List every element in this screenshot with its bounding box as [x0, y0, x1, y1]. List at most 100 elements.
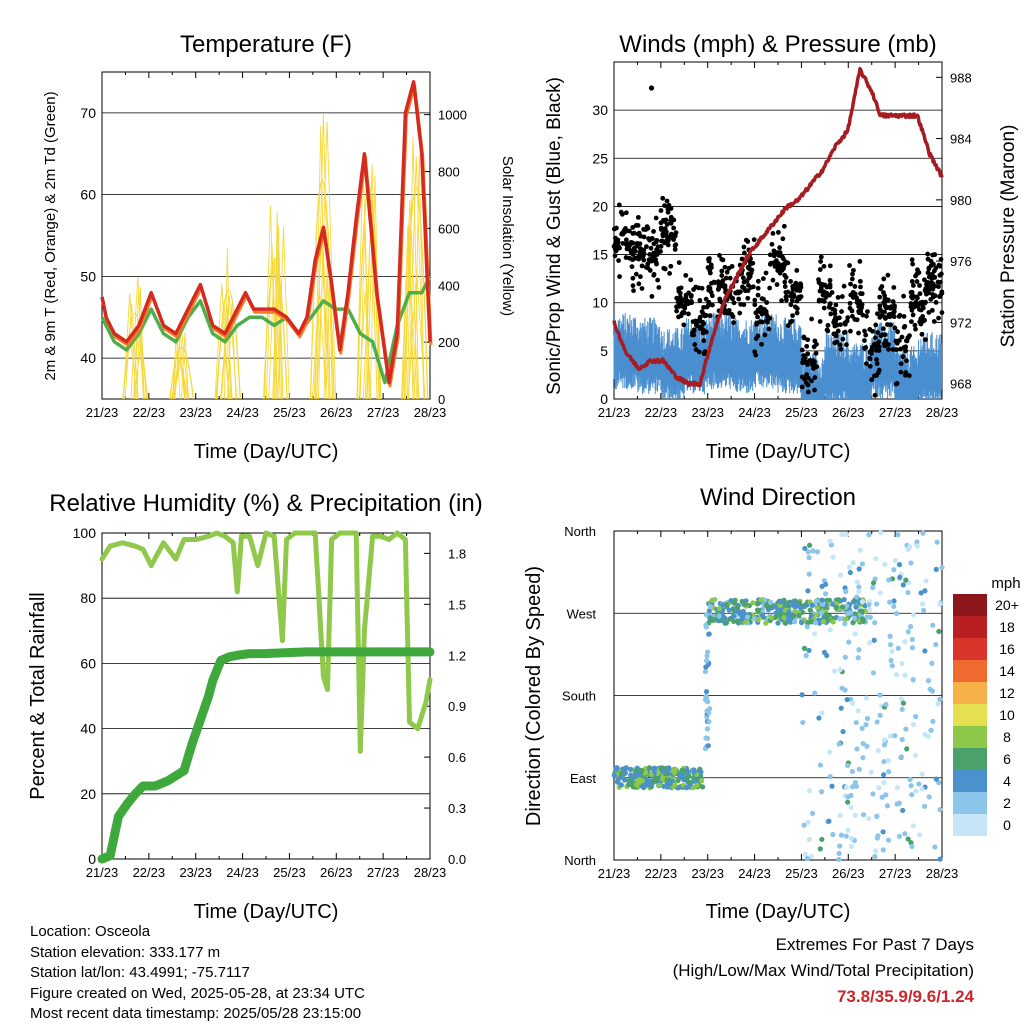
gust-point — [724, 269, 730, 275]
humidity-x-tick-label: 23/23 — [179, 865, 212, 880]
direction-point — [864, 743, 870, 749]
gust-point — [629, 264, 635, 270]
speed-legend-swatch — [953, 594, 987, 616]
gust-point — [691, 327, 697, 333]
direction-point — [759, 612, 766, 618]
gust-point — [753, 310, 759, 316]
direction-point — [872, 620, 878, 626]
direction-point — [721, 614, 727, 621]
gust-point — [788, 279, 794, 284]
direction-y-tick-label: East — [570, 771, 596, 786]
direction-point — [808, 853, 814, 860]
gust-point — [913, 301, 919, 307]
gust-point — [901, 293, 906, 299]
gust-point — [799, 347, 805, 353]
gust-point — [804, 372, 810, 377]
gust-point — [938, 271, 944, 277]
speed-legend-label: 12 — [999, 685, 1015, 701]
direction-point — [648, 771, 654, 778]
speed-legend-swatch — [953, 616, 987, 638]
direction-point — [864, 715, 871, 722]
direction-point — [848, 804, 854, 810]
gust-point — [904, 358, 909, 364]
direction-point — [880, 829, 886, 835]
speed-legend-swatch — [953, 748, 987, 770]
gust-point — [817, 267, 823, 272]
gust-point — [831, 319, 837, 325]
direction-point — [837, 843, 843, 849]
direction-point — [831, 668, 838, 674]
gust-point — [767, 285, 773, 291]
direction-point — [720, 602, 726, 608]
winds-y-right-tick-label: 984 — [950, 132, 972, 147]
direction-x-tick-label: 26/23 — [832, 866, 865, 881]
direction-point — [909, 792, 915, 798]
gust-point — [623, 226, 628, 231]
direction-point — [921, 607, 927, 613]
gust-point — [658, 208, 664, 213]
direction-point — [687, 779, 693, 785]
gust-point — [847, 263, 852, 268]
direction-point — [887, 599, 893, 605]
gust-point — [905, 335, 911, 341]
gust-point — [755, 292, 761, 298]
direction-point — [794, 603, 800, 609]
gust-point — [727, 275, 733, 281]
direction-point — [814, 605, 821, 611]
direction-point — [652, 765, 658, 771]
direction-point — [908, 840, 914, 846]
gust-point — [888, 304, 894, 310]
direction-point — [885, 837, 892, 843]
latlon-text: Station lat/lon: 43.4991; -75.7117 — [30, 964, 250, 981]
speed-legend-label: 6 — [1003, 751, 1011, 767]
direction-point — [824, 652, 830, 659]
gust-point — [788, 302, 794, 308]
winds-y-right-tick-label: 968 — [950, 377, 972, 392]
humidity-y-tick-label: 80 — [80, 590, 96, 606]
direction-point — [903, 726, 909, 732]
humidity-y-tick-label: 60 — [80, 655, 96, 671]
direction-points — [611, 530, 945, 862]
gust-point — [909, 289, 915, 295]
gust-point — [726, 265, 732, 271]
humidity-y-right-tick-label: 0.6 — [448, 750, 466, 765]
gust-point — [913, 273, 918, 279]
direction-point — [882, 561, 888, 568]
gust-point — [707, 313, 713, 319]
direction-point — [914, 539, 920, 545]
winds-y-tick-label: 20 — [592, 198, 608, 214]
gust-point — [668, 263, 674, 269]
gust-point — [857, 259, 863, 264]
direction-point — [702, 668, 708, 675]
gust-point — [764, 300, 770, 305]
gust-point — [863, 361, 869, 367]
gust-point — [676, 260, 682, 266]
speed-legend-label: 18 — [999, 619, 1015, 635]
gust-point — [863, 332, 869, 338]
gust-point — [838, 322, 843, 328]
extremes-box: Extremes For Past 7 Days (High/Low/Max W… — [673, 932, 974, 1010]
gust-point — [780, 236, 786, 242]
direction-point — [928, 727, 934, 733]
gust-point — [771, 248, 777, 254]
gust-point — [779, 254, 785, 260]
gust-point — [613, 248, 619, 254]
gust-point — [844, 342, 849, 348]
gust-point — [616, 202, 622, 208]
gust-point — [891, 309, 897, 314]
gust-point — [672, 247, 678, 252]
direction-point — [826, 597, 833, 603]
gust-point — [726, 308, 732, 313]
direction-point — [819, 597, 825, 603]
gust-point — [814, 341, 819, 347]
direction-point — [874, 719, 880, 725]
gust-point — [910, 312, 916, 318]
direction-point — [920, 601, 926, 607]
direction-point — [874, 813, 880, 819]
direction-point — [814, 549, 821, 555]
gust-point — [908, 301, 914, 306]
gust-point — [821, 263, 827, 269]
direction-point — [803, 653, 809, 659]
gust-point — [664, 221, 670, 227]
gust-point — [832, 340, 838, 346]
